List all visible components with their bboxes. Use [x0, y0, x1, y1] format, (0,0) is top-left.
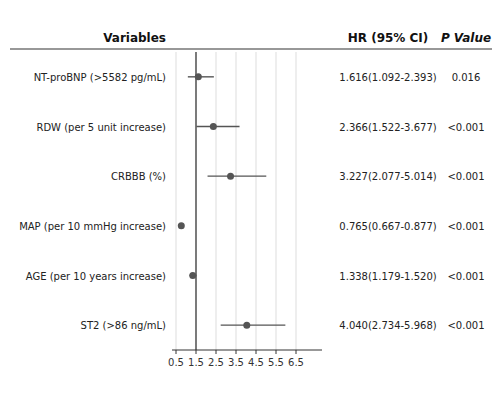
tick — [236, 350, 237, 354]
grid-line — [176, 52, 177, 350]
row-label: MAP (per 10 mmHg increase) — [19, 221, 166, 232]
ci-line — [208, 175, 267, 176]
hr-label: 2.366(1.522-3.677) — [339, 122, 436, 133]
tick-label: 1.5 — [188, 357, 204, 368]
ci-line — [221, 324, 286, 325]
p-value: <0.001 — [447, 320, 484, 331]
marks — [178, 73, 286, 328]
grid-line — [256, 52, 257, 350]
tick — [216, 350, 217, 354]
point — [210, 123, 217, 130]
p-value: <0.001 — [447, 221, 484, 232]
p-value: 0.016 — [452, 72, 481, 83]
p-value: <0.001 — [447, 271, 484, 282]
row-label: AGE (per 10 years increase) — [26, 271, 166, 282]
grid-line — [296, 52, 297, 350]
row-label: ST2 (>86 ng/mL) — [81, 320, 167, 331]
hr-label: 1.616(1.092-2.393) — [339, 72, 436, 83]
hr-label: 4.040(2.734-5.968) — [339, 320, 436, 331]
grid-line — [276, 52, 277, 350]
p-value: <0.001 — [447, 122, 484, 133]
tick-label: 5.5 — [268, 357, 284, 368]
axis-line — [172, 350, 322, 351]
row-label: RDW (per 5 unit increase) — [36, 122, 166, 133]
row-label: NT-proBNP (>5582 pg/mL) — [34, 72, 166, 83]
grid — [176, 52, 296, 350]
tick-label: 4.5 — [248, 357, 264, 368]
grid-line — [236, 52, 237, 350]
header-rule — [10, 48, 492, 49]
tick — [296, 350, 297, 354]
p-value: <0.001 — [447, 171, 484, 182]
tick — [256, 350, 257, 354]
tick — [176, 350, 177, 354]
tick — [276, 350, 277, 354]
hr-label: 0.765(0.667-0.877) — [339, 221, 436, 232]
point — [178, 222, 185, 229]
tick-label: 3.5 — [228, 357, 244, 368]
hr-label: 1.338(1.179-1.520) — [339, 271, 436, 282]
column-header: Variables — [103, 31, 166, 45]
ci-line — [196, 126, 239, 127]
tick-label: 0.5 — [168, 357, 184, 368]
grid-line — [216, 52, 217, 350]
point — [227, 173, 234, 180]
chart: Variables HR (95% CI) P Value 0.5 1.5 2.5 3.5 4… — [0, 0, 500, 405]
point — [195, 73, 202, 80]
x-axis: 0.5 1.5 2.5 3.5 4.5 5.5 6.5 — [168, 350, 322, 368]
tick-label: 6.5 — [288, 357, 304, 368]
column-header: HR (95% CI) — [348, 31, 429, 45]
hr-label: 3.227(2.077-5.014) — [339, 171, 436, 182]
point — [243, 322, 250, 329]
point — [189, 272, 196, 279]
tick-label: 2.5 — [208, 357, 224, 368]
column-header: P Value — [441, 31, 491, 45]
reference-line — [195, 52, 196, 350]
row-label: CRBBB (%) — [111, 171, 166, 182]
tick — [196, 350, 197, 354]
